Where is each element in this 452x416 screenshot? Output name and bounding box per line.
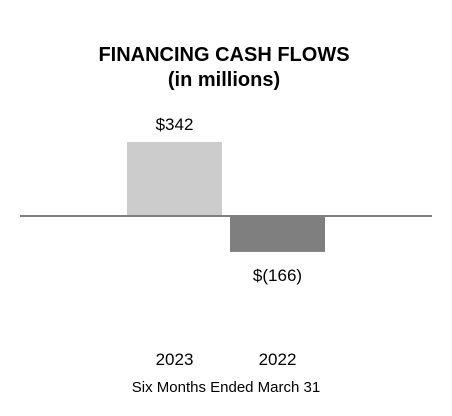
category-labels-layer: 2023 2022 (156, 350, 297, 369)
bars-layer (127, 142, 325, 252)
chart-title: FINANCING CASH FLOWS (98, 44, 349, 66)
bar-2022 (230, 216, 325, 252)
x-axis-label: Six Months Ended March 31 (132, 379, 320, 396)
chart-subtitle: (in millions) (168, 69, 280, 91)
data-label-2022: $(166) (253, 266, 302, 285)
category-label-2023: 2023 (156, 350, 194, 369)
data-label-2023: $342 (156, 115, 194, 134)
category-label-2022: 2022 (259, 350, 297, 369)
data-labels-layer: $342 $(166) (156, 115, 302, 285)
bar-2023 (127, 142, 222, 216)
